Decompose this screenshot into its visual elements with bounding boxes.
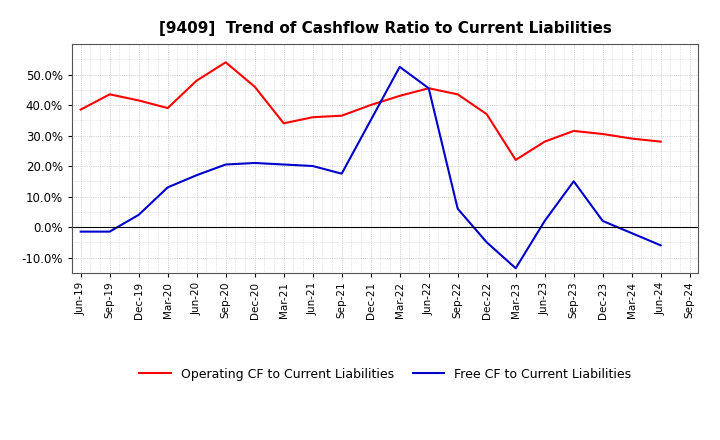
Operating CF to Current Liabilities xyxy=(598,132,607,137)
Operating CF to Current Liabilities xyxy=(308,114,317,120)
Operating CF to Current Liabilities xyxy=(627,136,636,141)
Free CF to Current Liabilities xyxy=(395,64,404,70)
Free CF to Current Liabilities xyxy=(251,160,259,165)
Free CF to Current Liabilities xyxy=(163,185,172,190)
Line: Free CF to Current Liabilities: Free CF to Current Liabilities xyxy=(81,67,661,268)
Operating CF to Current Liabilities xyxy=(541,139,549,144)
Operating CF to Current Liabilities xyxy=(424,86,433,91)
Operating CF to Current Liabilities xyxy=(338,113,346,118)
Operating CF to Current Liabilities xyxy=(511,157,520,162)
Free CF to Current Liabilities xyxy=(279,162,288,167)
Operating CF to Current Liabilities xyxy=(105,92,114,97)
Operating CF to Current Liabilities xyxy=(76,107,85,112)
Free CF to Current Liabilities xyxy=(135,212,143,217)
Free CF to Current Liabilities xyxy=(541,218,549,224)
Operating CF to Current Liabilities xyxy=(135,98,143,103)
Operating CF to Current Liabilities xyxy=(221,60,230,65)
Free CF to Current Liabilities xyxy=(221,162,230,167)
Free CF to Current Liabilities xyxy=(511,266,520,271)
Operating CF to Current Liabilities xyxy=(251,84,259,89)
Free CF to Current Liabilities xyxy=(657,243,665,248)
Free CF to Current Liabilities xyxy=(424,86,433,91)
Free CF to Current Liabilities xyxy=(570,179,578,184)
Free CF to Current Liabilities xyxy=(308,163,317,169)
Free CF to Current Liabilities xyxy=(105,229,114,234)
Free CF to Current Liabilities xyxy=(627,231,636,236)
Title: [9409]  Trend of Cashflow Ratio to Current Liabilities: [9409] Trend of Cashflow Ratio to Curren… xyxy=(159,21,611,36)
Operating CF to Current Liabilities xyxy=(366,103,375,108)
Operating CF to Current Liabilities xyxy=(395,93,404,99)
Operating CF to Current Liabilities xyxy=(454,92,462,97)
Free CF to Current Liabilities xyxy=(338,171,346,176)
Free CF to Current Liabilities xyxy=(192,172,201,178)
Legend: Operating CF to Current Liabilities, Free CF to Current Liabilities: Operating CF to Current Liabilities, Fre… xyxy=(135,363,636,385)
Operating CF to Current Liabilities xyxy=(192,78,201,83)
Free CF to Current Liabilities xyxy=(454,206,462,211)
Line: Operating CF to Current Liabilities: Operating CF to Current Liabilities xyxy=(81,62,661,160)
Free CF to Current Liabilities xyxy=(482,240,491,245)
Free CF to Current Liabilities xyxy=(598,218,607,224)
Operating CF to Current Liabilities xyxy=(570,128,578,134)
Free CF to Current Liabilities xyxy=(76,229,85,234)
Operating CF to Current Liabilities xyxy=(163,106,172,111)
Operating CF to Current Liabilities xyxy=(657,139,665,144)
Operating CF to Current Liabilities xyxy=(482,111,491,117)
Operating CF to Current Liabilities xyxy=(279,121,288,126)
Free CF to Current Liabilities xyxy=(366,117,375,123)
